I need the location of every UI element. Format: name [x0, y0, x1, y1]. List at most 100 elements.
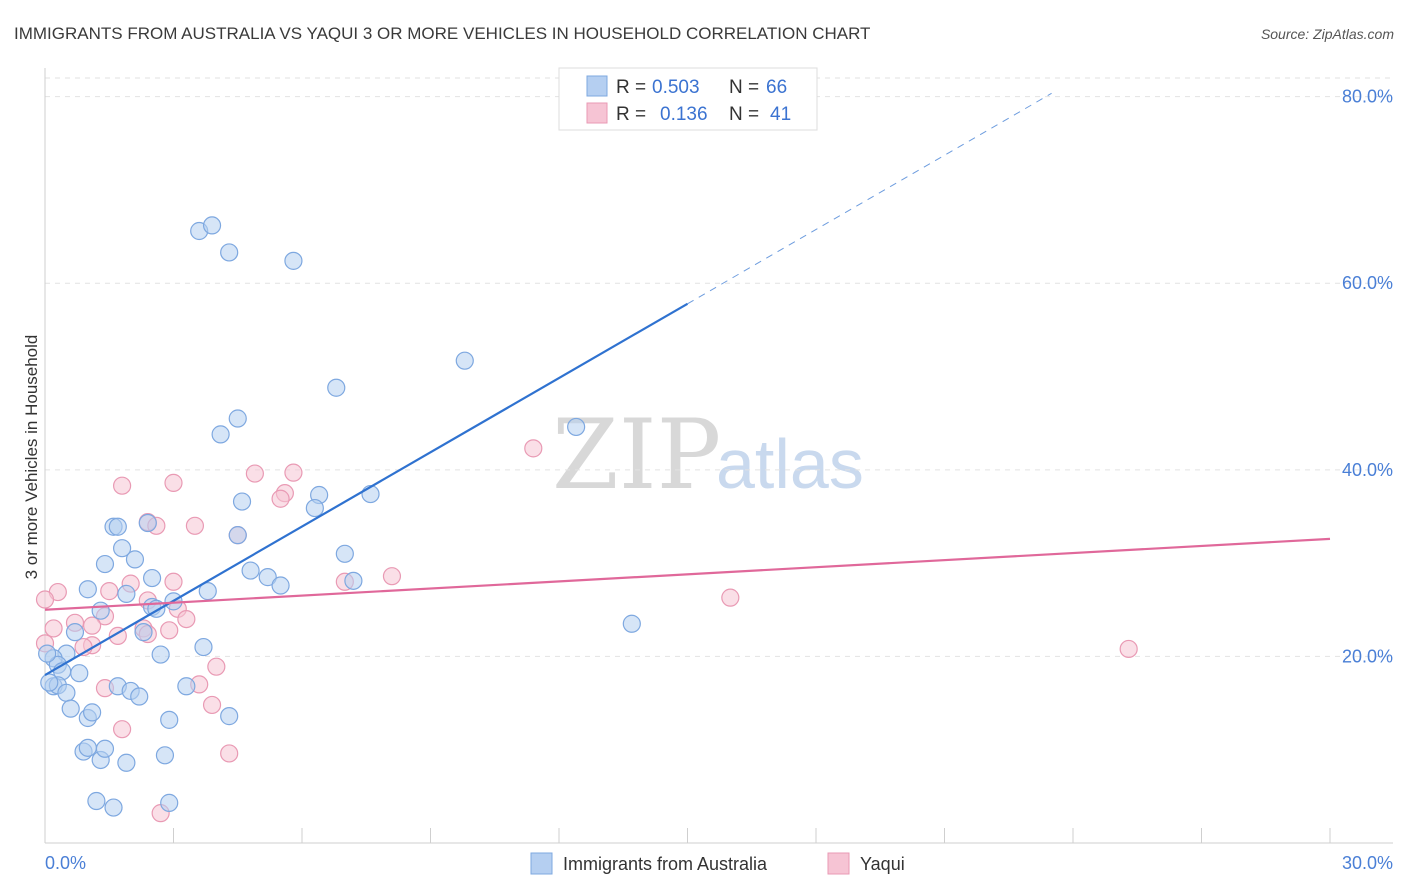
data-point-yaqui: [83, 616, 102, 635]
legend-n-value-pink: 41: [770, 104, 791, 125]
data-point-yaqui: [35, 590, 55, 609]
data-point-immigrants-from-australia: [112, 539, 132, 558]
source-label: Source: ZipAtlas.com: [1261, 26, 1394, 42]
data-point-immigrants-from-australia: [327, 378, 346, 397]
data-point-yaqui: [177, 609, 196, 629]
watermark-atlas: atlas: [716, 425, 864, 503]
data-point-yaqui: [44, 619, 63, 638]
data-point-immigrants-from-australia: [83, 703, 102, 722]
data-point-immigrants-from-australia: [108, 517, 127, 536]
legend: R = 0.503 N = 66 R = 0.136 N = 41: [558, 67, 818, 131]
data-point-immigrants-from-australia: [228, 526, 247, 545]
data-point-immigrants-from-australia: [220, 243, 239, 262]
data-point-immigrants-from-australia: [151, 645, 170, 664]
data-point-immigrants-from-australia: [271, 576, 290, 595]
data-point-immigrants-from-australia: [194, 637, 213, 657]
data-point-immigrants-from-australia: [228, 409, 247, 428]
data-point-immigrants-from-australia: [61, 699, 80, 718]
y-tick-label: 80.0%: [1342, 87, 1393, 107]
data-point-immigrants-from-australia: [117, 584, 136, 604]
data-point-yaqui: [100, 582, 119, 601]
data-point-immigrants-from-australia: [160, 793, 179, 812]
data-point-immigrants-from-australia: [155, 746, 175, 765]
trend-line-immigrants-from-australia: [44, 302, 689, 677]
series-immigrants-from-australia: [38, 216, 641, 817]
data-point-immigrants-from-australia: [78, 580, 97, 599]
data-point-immigrants-from-australia: [95, 739, 115, 758]
bottom-legend-label-pink: Yaqui: [860, 854, 905, 874]
data-point-yaqui: [1119, 639, 1138, 659]
data-point-immigrants-from-australia: [38, 644, 57, 663]
data-point-immigrants-from-australia: [87, 791, 106, 811]
data-point-immigrants-from-australia: [70, 664, 89, 683]
data-point-immigrants-from-australia: [344, 571, 363, 590]
bottom-legend: Immigrants from Australia Yaqui: [530, 852, 905, 875]
legend-n-label-blue: N =: [729, 77, 759, 98]
data-point-yaqui: [112, 476, 132, 495]
data-point-immigrants-from-australia: [198, 582, 217, 601]
y-tick-label: 40.0%: [1342, 460, 1393, 480]
legend-n-value-blue: 66: [766, 77, 787, 98]
data-point-yaqui: [160, 621, 179, 640]
data-point-yaqui: [202, 695, 222, 715]
data-point-immigrants-from-australia: [241, 561, 260, 580]
legend-n-label-pink: N =: [729, 104, 759, 125]
data-point-yaqui: [284, 463, 303, 482]
legend-r-value-blue: 0.503: [652, 77, 700, 98]
data-point-immigrants-from-australia: [130, 687, 149, 706]
data-point-immigrants-from-australia: [258, 568, 277, 587]
bottom-legend-swatch-pink: [827, 852, 850, 875]
bottom-legend-label-blue: Immigrants from Australia: [563, 854, 768, 874]
trend-line-extension-immigrants-from-australia: [687, 92, 1052, 305]
bottom-legend-swatch-blue: [530, 852, 553, 875]
data-point-immigrants-from-australia: [284, 251, 303, 270]
y-tick-labels: 20.0% 40.0% 60.0% 80.0%: [1342, 87, 1393, 667]
data-point-yaqui: [721, 588, 740, 607]
legend-r-value-pink: 0.136: [660, 104, 708, 125]
data-point-immigrants-from-australia: [95, 554, 115, 574]
data-point-yaqui: [220, 744, 239, 763]
data-point-yaqui: [185, 516, 205, 535]
trend-lines: [44, 92, 1331, 677]
data-point-immigrants-from-australia: [40, 673, 59, 692]
data-point-immigrants-from-australia: [65, 623, 85, 642]
data-point-immigrants-from-australia: [622, 614, 641, 633]
watermark-zip: ZIP: [552, 399, 721, 511]
data-point-yaqui: [382, 567, 402, 586]
data-point-yaqui: [271, 489, 290, 508]
x-tick-label-min: 0.0%: [45, 853, 86, 873]
data-point-immigrants-from-australia: [142, 568, 162, 588]
data-point-immigrants-from-australia: [91, 601, 110, 620]
legend-r-label-blue: R =: [616, 77, 646, 98]
chart-title: IMMIGRANTS FROM AUSTRALIA VS YAQUI 3 OR …: [14, 24, 870, 43]
data-point-immigrants-from-australia: [220, 707, 239, 726]
axes: [44, 68, 1393, 844]
data-point-immigrants-from-australia: [177, 677, 196, 696]
data-point-immigrants-from-australia: [78, 738, 97, 757]
data-point-immigrants-from-australia: [160, 710, 179, 729]
x-tick-label-max: 30.0%: [1342, 853, 1393, 873]
data-point-immigrants-from-australia: [567, 417, 586, 437]
y-tick-label: 20.0%: [1342, 646, 1393, 666]
data-point-immigrants-from-australia: [211, 425, 230, 444]
y-axis-label: 3 or more Vehicles in Household: [22, 335, 41, 580]
data-point-immigrants-from-australia: [335, 544, 354, 563]
legend-r-label-pink: R =: [616, 104, 646, 125]
data-point-immigrants-from-australia: [232, 492, 252, 511]
data-point-immigrants-from-australia: [455, 351, 474, 370]
data-point-immigrants-from-australia: [134, 623, 153, 642]
data-point-immigrants-from-australia: [57, 683, 76, 702]
legend-swatch-blue: [586, 75, 608, 97]
data-point-immigrants-from-australia: [104, 798, 123, 817]
data-point-immigrants-from-australia: [202, 216, 222, 235]
data-point-yaqui: [164, 572, 183, 591]
data-point-yaqui: [245, 464, 264, 483]
legend-swatch-pink: [586, 102, 608, 124]
data-point-yaqui: [112, 720, 132, 739]
data-point-immigrants-from-australia: [125, 550, 145, 569]
data-point-yaqui: [164, 473, 183, 492]
y-tick-label: 60.0%: [1342, 273, 1393, 293]
data-point-immigrants-from-australia: [138, 513, 157, 533]
trend-line-yaqui: [44, 537, 1331, 611]
